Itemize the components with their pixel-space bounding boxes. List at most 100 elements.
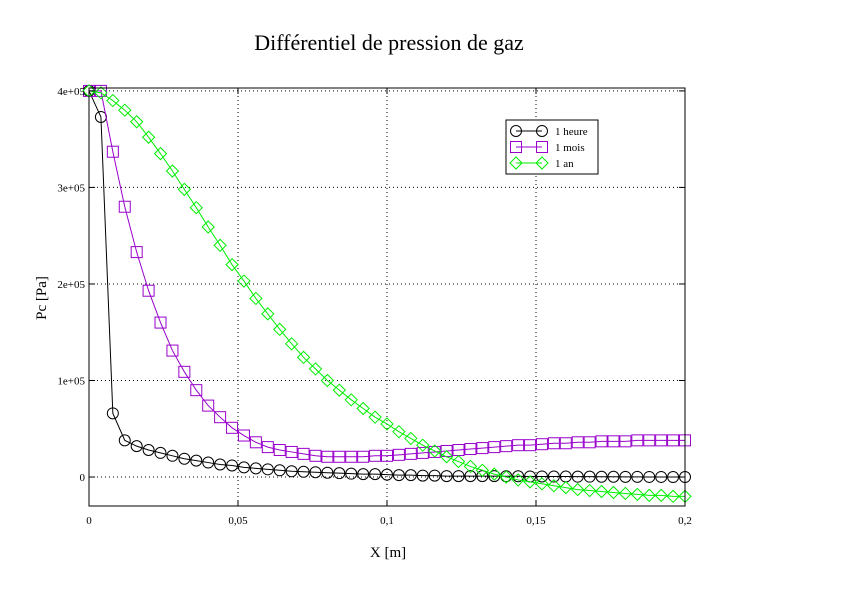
data-point (547, 479, 561, 493)
data-point (249, 291, 263, 306)
legend-label: 1 mois (555, 142, 585, 154)
data-point (309, 449, 322, 462)
data-point (607, 435, 620, 448)
data-point (297, 465, 310, 478)
data-point (535, 438, 548, 451)
data-point (535, 477, 549, 491)
data-point (643, 470, 656, 483)
data-point (643, 434, 656, 447)
data-point (177, 182, 192, 197)
data-point (332, 383, 347, 397)
data-point (202, 456, 215, 469)
data-point (273, 444, 286, 457)
data-point (404, 469, 417, 482)
data-point (357, 450, 370, 463)
data-point (333, 450, 346, 463)
data-point (595, 470, 608, 483)
data-point (178, 365, 191, 378)
series-line (89, 90, 685, 458)
data-point (511, 473, 525, 487)
data-point (106, 407, 119, 420)
data-point (618, 486, 633, 501)
data-point (595, 435, 608, 448)
chart-title: Différentiel de pression de gaz (254, 30, 524, 55)
data-point (642, 488, 656, 503)
data-point (464, 443, 477, 456)
data-point (619, 435, 632, 448)
x-tick-label: 0,15 (526, 515, 546, 527)
data-point (201, 220, 215, 234)
data-point (487, 467, 501, 481)
data-point (582, 483, 597, 498)
data-point (226, 421, 239, 434)
data-point (380, 417, 394, 431)
legend-marker (536, 125, 548, 137)
data-point (619, 470, 632, 483)
data-point (488, 470, 501, 483)
data-point (559, 480, 573, 495)
data-point (285, 445, 298, 458)
data-point (499, 470, 513, 484)
data-point (333, 467, 346, 480)
series-1-heure (83, 84, 691, 484)
data-point (261, 463, 274, 476)
data-point (667, 471, 680, 484)
data-point (416, 438, 430, 452)
data-point (321, 450, 334, 463)
data-point (214, 411, 227, 424)
data-point (439, 450, 454, 464)
legend-marker (536, 141, 548, 153)
data-point (190, 384, 203, 397)
data-point (404, 447, 417, 460)
x-tick-label: 0,2 (678, 515, 692, 527)
data-point (524, 439, 537, 452)
data-point (381, 468, 393, 481)
data-point (440, 470, 453, 483)
data-point (416, 469, 429, 482)
data-point (321, 466, 334, 479)
data-point (297, 447, 310, 460)
data-point (427, 444, 442, 458)
data-point (285, 465, 298, 478)
data-point (118, 200, 131, 213)
data-point (356, 401, 370, 416)
data-point (594, 484, 609, 499)
data-point (178, 452, 191, 465)
data-point (261, 441, 274, 454)
data-point (225, 257, 239, 272)
data-point (368, 410, 382, 424)
data-point (666, 489, 680, 504)
data-point (463, 459, 478, 474)
x-tick-label: 0,05 (228, 515, 248, 527)
legend: 1 heure 1 mois 1 an (505, 119, 599, 175)
y-tick-label: 4e+05 (57, 86, 85, 98)
data-point (345, 450, 358, 463)
data-point (273, 464, 286, 477)
data-point (559, 437, 572, 450)
data-point (273, 322, 287, 337)
data-point (631, 470, 644, 483)
data-point (237, 461, 250, 474)
data-point (284, 337, 299, 351)
data-point (296, 350, 311, 365)
x-tick-label: 0,1 (380, 515, 394, 527)
data-point (345, 467, 358, 480)
data-point (655, 434, 668, 447)
data-point (631, 434, 644, 447)
data-point (464, 470, 477, 483)
series-line (88, 90, 685, 478)
data-point (130, 246, 143, 259)
data-point (153, 146, 168, 161)
data-point (476, 442, 489, 455)
data-point (630, 487, 645, 502)
series-1-an (82, 84, 692, 504)
data-point (154, 316, 167, 329)
data-point (190, 454, 203, 467)
data-point (547, 470, 560, 483)
data-point (202, 399, 215, 412)
data-point (141, 130, 156, 144)
data-point (606, 485, 621, 500)
y-tick-label: 3e+05 (57, 182, 85, 194)
data-point (118, 434, 131, 447)
data-point (94, 86, 108, 100)
